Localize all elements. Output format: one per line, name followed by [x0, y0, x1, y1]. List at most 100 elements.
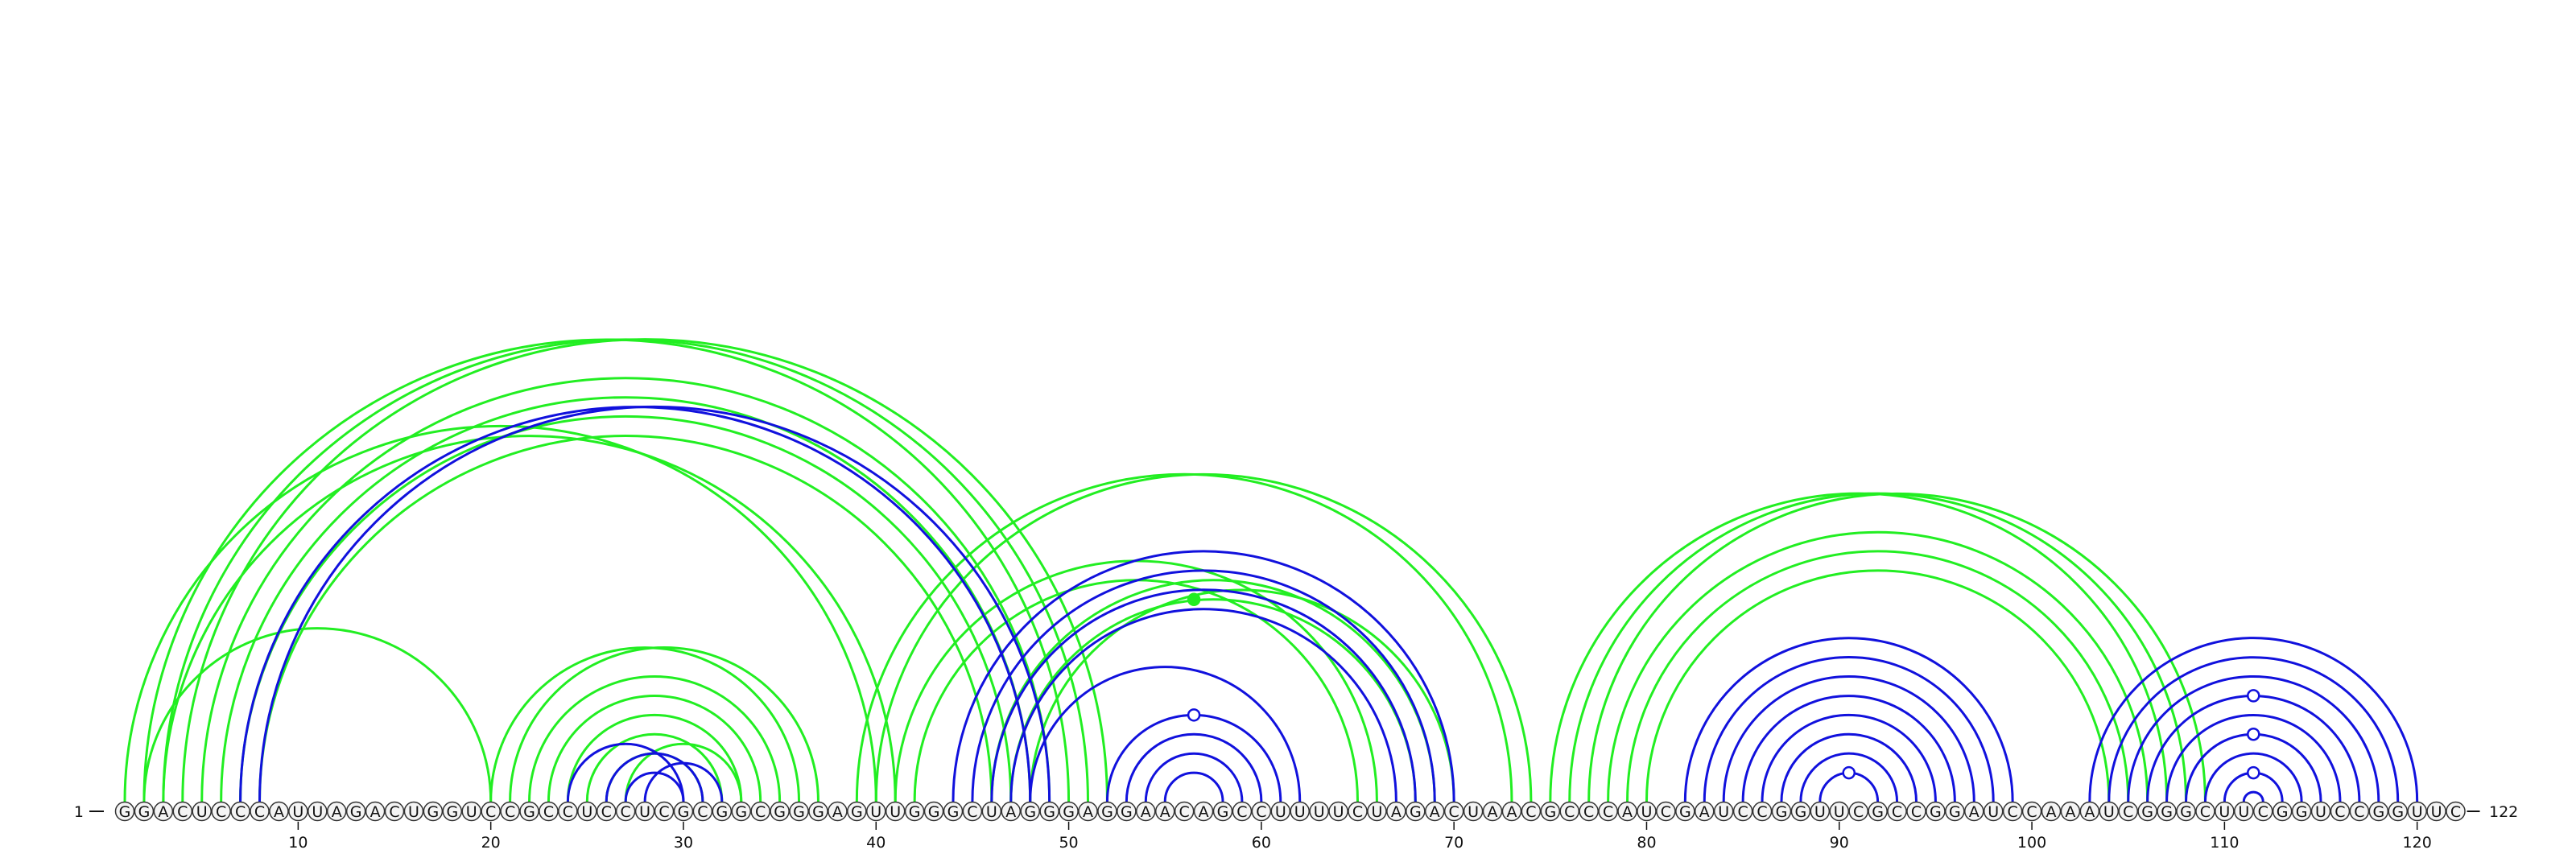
nucleotide-letter: A: [1160, 803, 1170, 821]
position-tick-label: 100: [2017, 834, 2046, 852]
nucleotide-letter: G: [1795, 803, 1807, 821]
nucleotide-circle: [2310, 801, 2331, 822]
nucleotide-letter: A: [158, 803, 168, 821]
nucleotide-letter: C: [1256, 803, 1266, 821]
nucleotide-letter: C: [2258, 803, 2268, 821]
nucleotide-circle: [789, 801, 809, 822]
nucleotide-letter: C: [1583, 803, 1594, 821]
blue-pair-arc: [1009, 608, 1397, 802]
nucleotide-letter: C: [1892, 803, 1902, 821]
nucleotide-circle: [1232, 801, 1253, 822]
position-tick-label: 10: [288, 834, 308, 852]
nucleotide-letter: A: [1141, 803, 1151, 821]
nucleotide-letter: C: [1179, 803, 1190, 821]
nucleotide-circle: [2291, 801, 2312, 822]
nucleotide-circle: [828, 801, 848, 822]
nucleotide-circle: [558, 801, 578, 822]
nucleotide-circle: [423, 801, 444, 822]
blue-pair-arc: [2146, 694, 2361, 802]
nucleotide-circle: [114, 801, 135, 822]
nucleotide-circle: [577, 801, 597, 822]
nucleotide-letter: C: [235, 803, 246, 821]
green-pair-arc: [1626, 550, 2130, 802]
arc-apex-marker: [1842, 765, 1856, 780]
position-tick-label: 70: [1444, 834, 1463, 852]
nucleotide-circle: [962, 801, 983, 822]
nucleotide-circle: [1559, 801, 1579, 822]
blue-pair-arc: [1761, 713, 1937, 802]
arc-apex-marker: [1187, 592, 1201, 606]
blue-pair-arc: [2088, 637, 2419, 802]
nucleotide-letter: G: [678, 803, 690, 821]
nucleotide-letter: A: [274, 803, 284, 821]
nucleotide-letter: G: [774, 803, 786, 821]
nucleotide-letter: C: [1449, 803, 1459, 821]
nucleotide-letter: C: [2334, 803, 2345, 821]
nucleotide-circle: [172, 801, 193, 822]
nucleotide-letter: C: [1352, 803, 1363, 821]
blue-pair-arc: [1703, 656, 1995, 802]
sequence-start-label: 1: [74, 803, 84, 821]
green-pair-arc: [181, 338, 1108, 802]
nucleotide-letter: G: [793, 803, 805, 821]
blue-pair-arc: [2127, 674, 2380, 802]
nucleotide-letter: G: [138, 803, 151, 821]
blue-pair-arc: [1163, 771, 1224, 802]
nucleotide-circle: [692, 801, 713, 822]
nucleotide-circle: [1521, 801, 1542, 822]
nucleotide-letter: U: [2219, 803, 2230, 821]
nucleotide-circle: [1193, 801, 1214, 822]
nucleotide-letter: A: [1430, 803, 1440, 821]
blue-pair-arc: [239, 405, 1032, 802]
blue-pair-arc: [1683, 637, 2014, 802]
nucleotide-circle: [2407, 801, 2427, 822]
nucleotide-letter: C: [601, 803, 612, 821]
nucleotide-letter: A: [1005, 803, 1016, 821]
nucleotide-circle: [1983, 801, 2004, 822]
nucleotide-circle: [2137, 801, 2157, 822]
nucleotide-letter: G: [2392, 803, 2404, 821]
position-tick-label: 90: [1830, 834, 1849, 852]
nucleotide-circle: [1656, 801, 1676, 822]
nucleotide-letter: G: [1930, 803, 1942, 821]
nucleotide-letter: C: [2026, 803, 2037, 821]
position-axis: 10 20 30 40 50 60 70 80 90 100 110 120: [288, 822, 2432, 852]
nucleotide-circle: [481, 801, 501, 822]
position-tick-label: 60: [1252, 834, 1271, 852]
nucleotide-letter: U: [581, 803, 592, 821]
nucleotide-circle: [192, 801, 212, 822]
nucleotide-circle: [1945, 801, 1965, 822]
nucleotide-letter: G: [928, 803, 940, 821]
nucleotide-letter: G: [1217, 803, 1229, 821]
nucleotide-letter: U: [1814, 803, 1826, 821]
nucleotide-letter: C: [1757, 803, 1767, 821]
green-pair-arc: [200, 377, 1051, 802]
nucleotide-letter: G: [1101, 803, 1113, 821]
nucleotide-circle: [230, 801, 250, 822]
position-tick-label: 20: [481, 834, 501, 852]
nucleotide-circle: [712, 801, 733, 822]
nucleotide-circle: [1540, 801, 1561, 822]
nucleotide-letter: C: [216, 803, 226, 821]
nucleotide-letter: C: [563, 803, 573, 821]
arc-apex-marker: [2247, 727, 2260, 741]
nucleotide-letter: G: [446, 803, 458, 821]
nucleotide-circle: [269, 801, 289, 822]
blue-pair-arc: [952, 550, 1455, 802]
nucleotide-circle: [365, 801, 386, 822]
nucleotide-letter: G: [2161, 803, 2173, 821]
nucleotide-circle: [2118, 801, 2138, 822]
blue-pair-arc: [1741, 694, 1956, 802]
nucleotide-circle: [539, 801, 559, 822]
blue-pair-arc: [1722, 674, 1975, 802]
nucleotide-letter: U: [2431, 803, 2442, 821]
green-pair-arc: [528, 674, 782, 802]
nucleotide-circle: [943, 801, 964, 822]
nucleotide-letter: U: [466, 803, 477, 821]
nucleotide-letter: U: [1275, 803, 1286, 821]
arc-marker-layer: [1187, 592, 2260, 780]
nucleotide-circle: [1482, 801, 1503, 822]
nucleotide-letter: C: [621, 803, 631, 821]
nucleotide-circle: [519, 801, 539, 822]
